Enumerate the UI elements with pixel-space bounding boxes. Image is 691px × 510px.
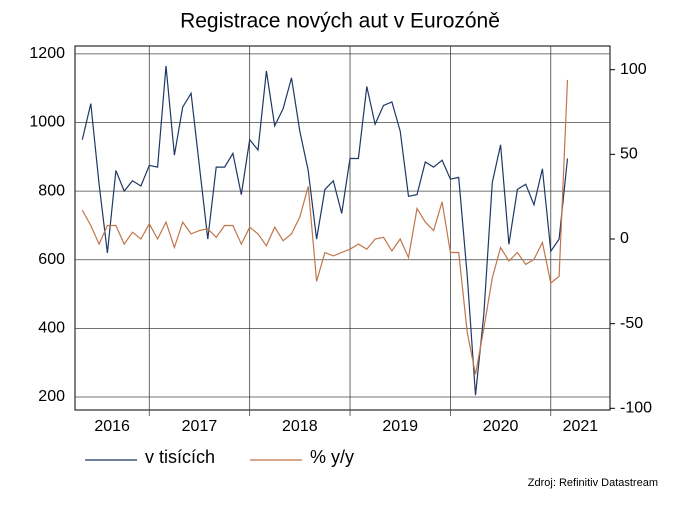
x-tick-label: 2017 bbox=[182, 418, 218, 435]
source-note: Zdroj: Refinitiv Datastream bbox=[528, 477, 658, 489]
y2-tick-label: -50 bbox=[620, 315, 643, 332]
y-tick-label: 400 bbox=[38, 320, 65, 337]
x-tick-label: 2019 bbox=[382, 418, 418, 435]
x-tick-label: 2020 bbox=[483, 418, 519, 435]
x-tick-label: 2016 bbox=[94, 418, 130, 435]
y-tick-label: 200 bbox=[38, 388, 65, 405]
y2-tick-label: 0 bbox=[620, 230, 629, 247]
y-tick-label: 1000 bbox=[29, 114, 65, 131]
y2-tick-label: -100 bbox=[620, 400, 652, 417]
series-line bbox=[81, 79, 569, 375]
legend-label: v tisících bbox=[145, 447, 215, 467]
y2-tick-label: 100 bbox=[620, 61, 647, 78]
y-tick-label: 800 bbox=[38, 182, 65, 199]
x-tick-label: 2018 bbox=[282, 418, 318, 435]
y2-tick-label: 50 bbox=[620, 146, 638, 163]
chart-title: Registrace nových aut v Eurozóně bbox=[180, 10, 500, 33]
legend-label: % y/y bbox=[310, 447, 354, 467]
x-tick-label: 2021 bbox=[563, 418, 599, 435]
y-tick-label: 1200 bbox=[29, 45, 65, 62]
plot-area bbox=[74, 45, 611, 411]
y-tick-label: 600 bbox=[38, 251, 65, 268]
series-line bbox=[81, 65, 569, 396]
